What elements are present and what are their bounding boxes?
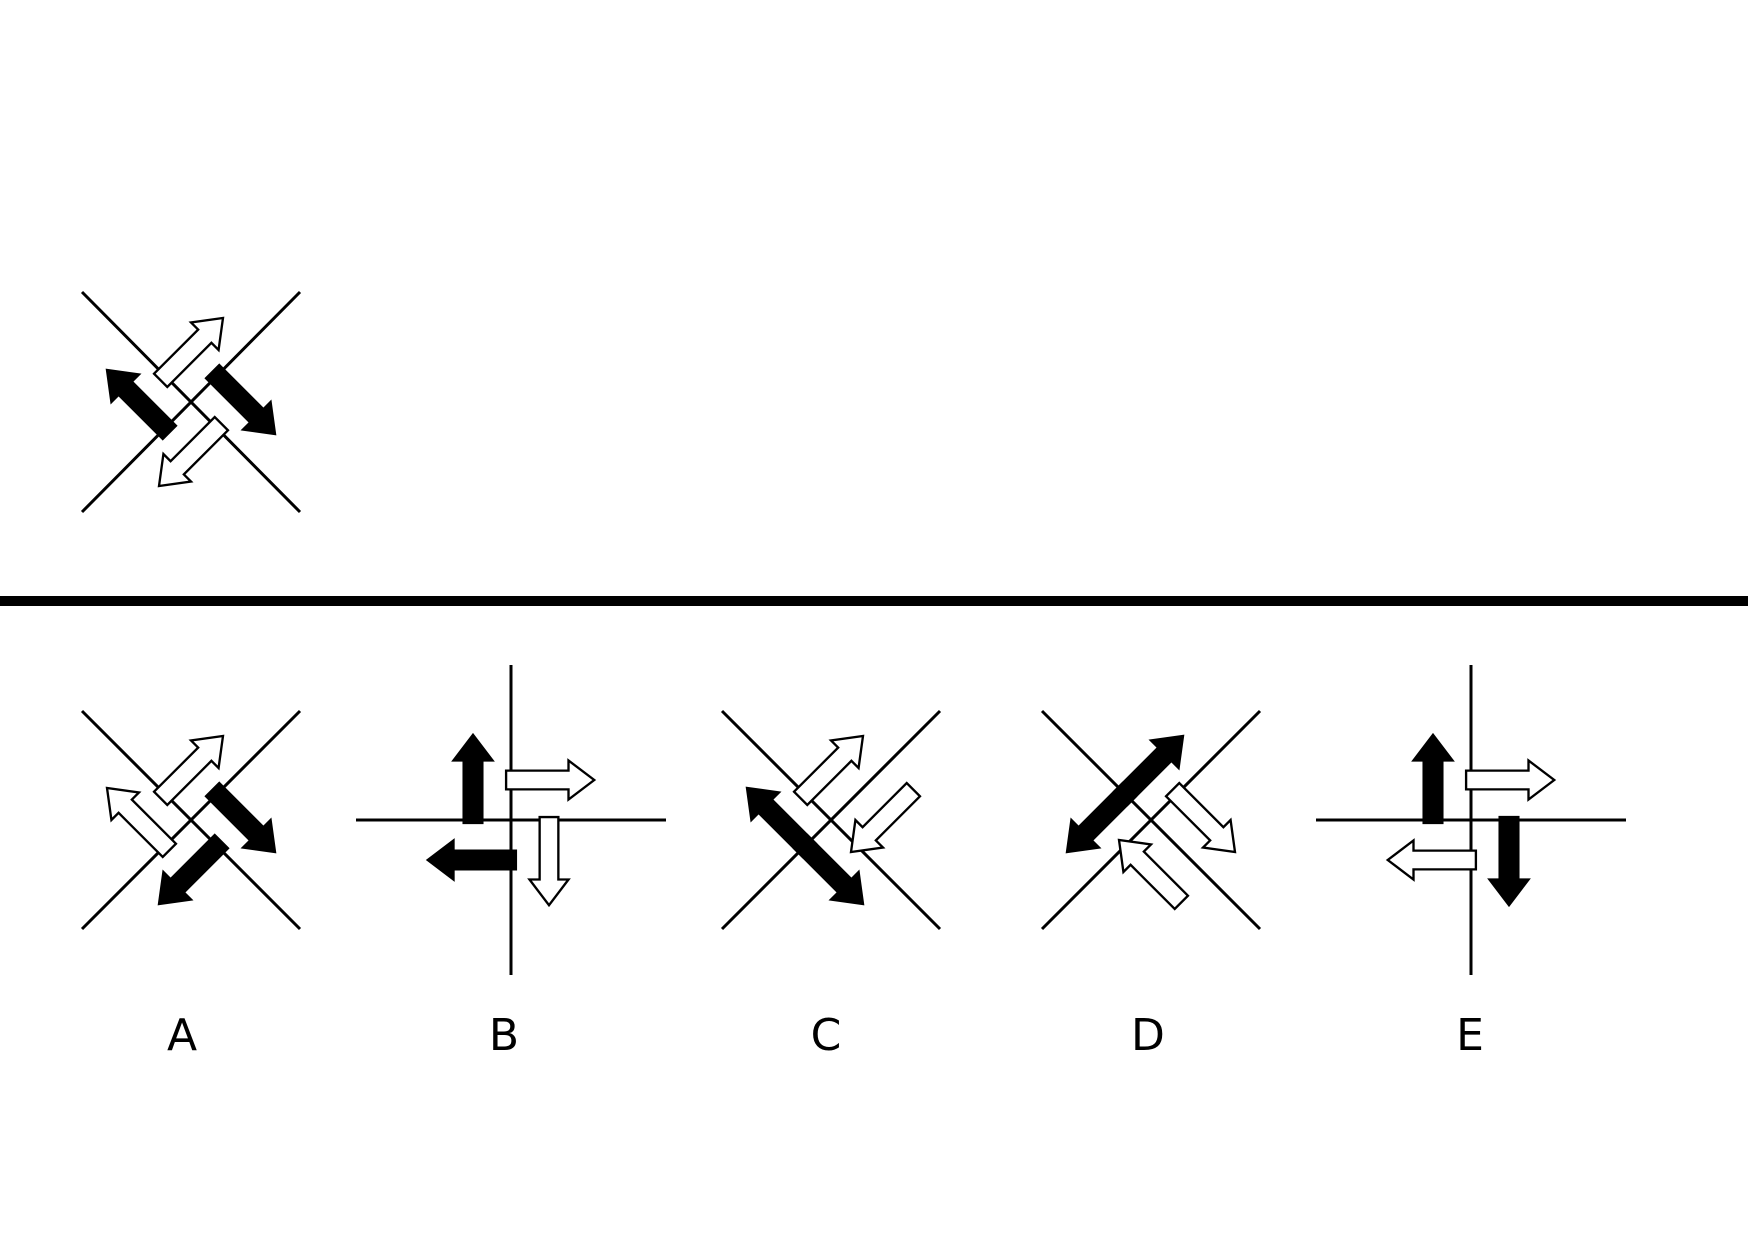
option-a-figure[interactable] bbox=[80, 709, 302, 931]
question-figure bbox=[80, 290, 302, 514]
option-b-arrow-white-right-icon bbox=[504, 759, 596, 801]
option-b-label[interactable]: B bbox=[488, 1010, 520, 1061]
divider-line-diagonal-2 bbox=[80, 290, 302, 514]
option-e-figure[interactable] bbox=[1316, 665, 1626, 975]
option-e-arrow-white-left-icon bbox=[1386, 839, 1478, 881]
option-c-label[interactable]: C bbox=[810, 1010, 842, 1061]
option-e-arrow-white-right-icon bbox=[1464, 759, 1556, 801]
option-a-label[interactable]: A bbox=[166, 1010, 198, 1061]
option-d-arrow-white-down-right-icon bbox=[1157, 774, 1250, 867]
option-e-label[interactable]: E bbox=[1456, 1010, 1484, 1061]
option-b-arrow-white-down-icon bbox=[528, 815, 570, 907]
option-d-figure[interactable] bbox=[1040, 709, 1262, 931]
option-c-line-2 bbox=[720, 709, 942, 931]
option-b-arrow-black-up-icon bbox=[452, 733, 494, 825]
option-c-figure[interactable] bbox=[720, 709, 942, 931]
option-d-label[interactable]: D bbox=[1131, 1010, 1165, 1061]
option-b-arrow-black-left-icon bbox=[426, 839, 518, 881]
option-c-arrow-white-up-right-icon bbox=[785, 721, 878, 814]
option-a-line-2 bbox=[80, 709, 302, 931]
option-d-line-2 bbox=[1040, 709, 1262, 931]
option-e-arrow-black-down-icon bbox=[1488, 815, 1530, 907]
option-e-arrow-black-up-icon bbox=[1412, 733, 1454, 825]
option-c-arrow-white-down-left-icon bbox=[836, 774, 929, 867]
section-divider bbox=[0, 596, 1748, 606]
option-b-figure[interactable] bbox=[356, 665, 666, 975]
option-d-arrow-white-up-left-icon bbox=[1104, 825, 1197, 918]
